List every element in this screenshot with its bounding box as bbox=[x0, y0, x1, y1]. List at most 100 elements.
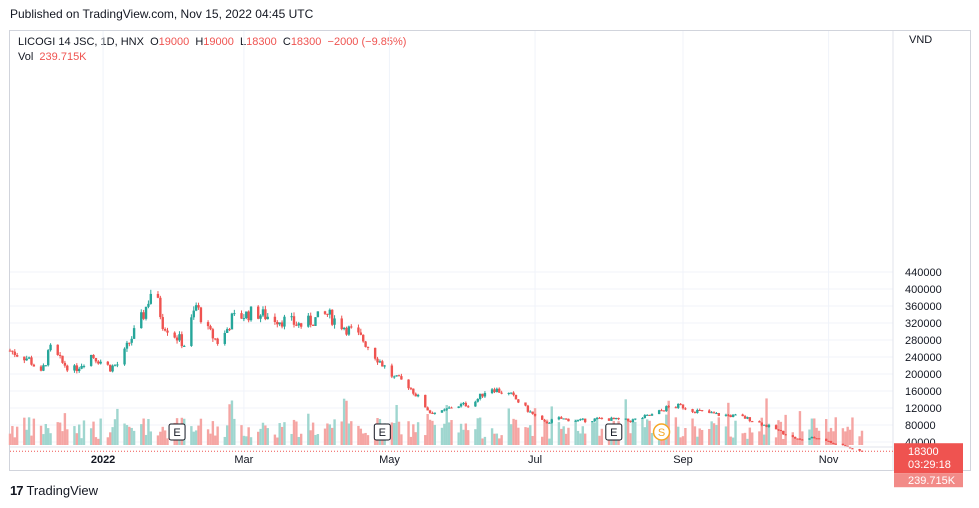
volume-bar bbox=[433, 424, 437, 445]
candle-body bbox=[178, 334, 181, 341]
volume-bar bbox=[490, 428, 494, 445]
volume-bar bbox=[261, 422, 265, 445]
last-price-label: 18300 bbox=[908, 446, 939, 458]
volume-bar bbox=[595, 417, 599, 445]
candle-body bbox=[78, 368, 81, 372]
volume-bar bbox=[280, 426, 284, 445]
candle-body bbox=[512, 392, 515, 396]
candle-body bbox=[173, 332, 176, 338]
candle-body bbox=[617, 417, 620, 420]
candle-body bbox=[393, 376, 396, 378]
volume-bar bbox=[407, 421, 410, 445]
volume-bar bbox=[517, 427, 520, 445]
volume-bar bbox=[290, 433, 293, 445]
volume-bar bbox=[211, 421, 215, 445]
volume-bar bbox=[75, 433, 79, 445]
candle-body bbox=[576, 419, 580, 421]
symbol-name[interactable]: LICOGI 14 JSC, 1D, HNX bbox=[18, 36, 144, 48]
volume-bar bbox=[493, 433, 496, 445]
candle-body bbox=[407, 379, 410, 389]
volume-bar bbox=[259, 428, 262, 445]
candle-body bbox=[142, 312, 145, 319]
candle-body bbox=[529, 411, 532, 413]
volume-bar bbox=[581, 426, 584, 445]
volume-bar bbox=[66, 429, 69, 445]
volume-bar bbox=[829, 427, 833, 445]
volume-bar bbox=[693, 426, 697, 445]
earnings-marker bbox=[605, 423, 623, 441]
volume-value: 239.715K bbox=[39, 51, 87, 63]
volume-bar bbox=[631, 421, 635, 445]
candle-body bbox=[498, 388, 501, 393]
x-tick-label: Jul bbox=[528, 454, 542, 466]
candle-body bbox=[414, 393, 417, 397]
candle-body bbox=[765, 424, 768, 427]
volume-bar bbox=[509, 424, 513, 445]
volume-bar bbox=[166, 438, 169, 445]
candle-body bbox=[328, 309, 331, 315]
y-tick-label: 320000 bbox=[905, 318, 942, 330]
candle-body bbox=[99, 361, 102, 364]
volume-bar bbox=[798, 411, 802, 445]
tradingview-logo[interactable]: 17 TradingView bbox=[10, 483, 98, 498]
volume-bar bbox=[848, 429, 852, 445]
candle-body bbox=[190, 317, 193, 346]
volume-bar bbox=[467, 430, 470, 445]
candle-body bbox=[106, 361, 110, 365]
candle-body bbox=[445, 408, 448, 410]
y-tick-label: 160000 bbox=[905, 386, 942, 398]
change-value: −2000 (−9.85%) bbox=[327, 36, 407, 48]
volume-bar bbox=[698, 428, 701, 445]
candle-body bbox=[42, 365, 45, 371]
candle-body bbox=[206, 322, 210, 327]
candle-body bbox=[395, 375, 398, 377]
y-tick-label: 400000 bbox=[905, 284, 942, 296]
candle-body bbox=[357, 327, 360, 333]
candle-body bbox=[299, 323, 303, 327]
candle-body bbox=[230, 313, 234, 330]
candle-body bbox=[662, 410, 666, 412]
volume-bar bbox=[600, 428, 604, 445]
candle-body bbox=[526, 405, 530, 412]
candle-body bbox=[426, 407, 429, 411]
candle-body bbox=[347, 326, 351, 335]
volume-bar bbox=[178, 437, 181, 445]
volume-bar bbox=[111, 427, 114, 445]
candle-body bbox=[130, 338, 133, 343]
last-volume-label: 239.715K bbox=[908, 475, 956, 487]
candle-body bbox=[467, 406, 470, 408]
volume-bar bbox=[63, 413, 67, 445]
volume-bar bbox=[858, 436, 861, 445]
volume-bar bbox=[459, 423, 463, 445]
candle-body bbox=[245, 311, 248, 319]
volume-bar bbox=[381, 436, 384, 445]
y-tick-label: 280000 bbox=[905, 335, 942, 347]
candle-body bbox=[140, 312, 143, 329]
volume-bar bbox=[815, 427, 818, 445]
y-tick-label: 80000 bbox=[905, 420, 936, 432]
candle-body bbox=[144, 306, 148, 319]
chart-pane[interactable] bbox=[9, 30, 971, 471]
volume-bar bbox=[397, 421, 401, 445]
candle-body bbox=[509, 392, 513, 394]
x-tick-label: Nov bbox=[819, 454, 839, 466]
volume-bar bbox=[42, 434, 45, 445]
candle-body bbox=[600, 417, 604, 419]
volume-bar bbox=[276, 437, 279, 445]
volume-bar bbox=[206, 429, 210, 445]
volume-bar bbox=[734, 420, 737, 445]
candle-body bbox=[762, 424, 766, 426]
candle-body bbox=[32, 364, 36, 367]
volume-bar bbox=[292, 419, 296, 445]
candle-body bbox=[667, 406, 670, 408]
candle-body bbox=[132, 328, 136, 339]
volume-bar bbox=[731, 437, 735, 445]
candle-body bbox=[698, 409, 701, 411]
candle-body bbox=[476, 398, 479, 402]
candle-body bbox=[779, 430, 783, 432]
candle-body bbox=[595, 417, 599, 419]
volume-bar bbox=[813, 418, 816, 445]
volume-bar bbox=[412, 424, 415, 445]
volume-bar bbox=[717, 417, 721, 445]
volume-bar bbox=[810, 418, 814, 445]
